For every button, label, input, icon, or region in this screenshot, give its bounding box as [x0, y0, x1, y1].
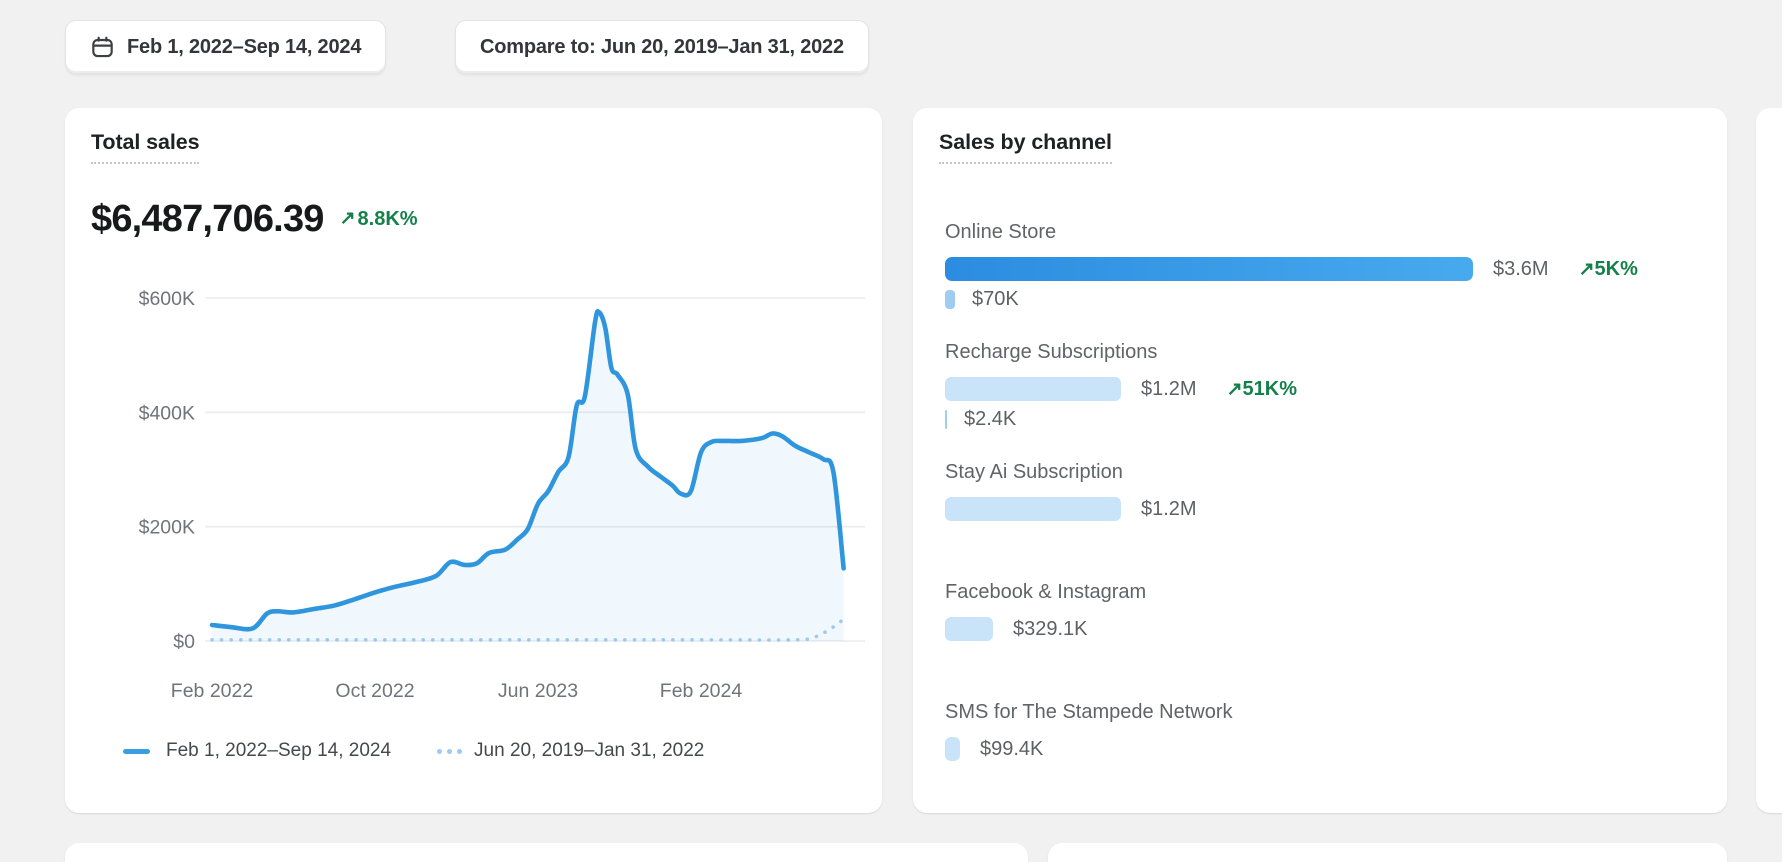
legend-current-label: Feb 1, 2022–Sep 14, 2024: [166, 740, 392, 761]
date-range-button[interactable]: Feb 1, 2022–Sep 14, 2024: [65, 20, 387, 74]
chart-legend: Feb 1, 2022–Sep 14, 2024 Jun 20, 2019–Ja…: [123, 740, 704, 762]
channel-bar[interactable]: [945, 377, 1121, 401]
channel-compare-value: $2.4K: [964, 408, 1017, 430]
dotted-line-marker-icon: [437, 748, 443, 754]
sales-by-channel-title[interactable]: Sales by channel: [939, 130, 1112, 164]
channel-value: $1.2M: [1141, 497, 1197, 520]
channel-compare-bar[interactable]: [945, 290, 955, 309]
channel-value: $3.6M: [1493, 257, 1549, 280]
calendar-icon: [92, 36, 113, 57]
channel-list: Online Store $3.6M ↗5K% $70K Recharge Subscr…: [913, 108, 1727, 813]
x-axis-label: Feb 2024: [660, 680, 743, 702]
y-axis-label: $0: [173, 631, 195, 653]
current-period-line: [209, 308, 846, 632]
channel-item: Online Store $3.6M ↗5K% $70K: [945, 219, 1697, 310]
legend-item-compare-period: Jun 20, 2019–Jan 31, 2022: [437, 740, 704, 762]
channel-value: $99.4K: [980, 737, 1044, 760]
channel-item: Stay Ai Subscription $1.2M: [945, 459, 1697, 521]
channel-change-badge: ↗51K%: [1226, 377, 1297, 400]
trend-up-icon: ↗: [1226, 378, 1243, 400]
channel-item: Facebook & Instagram $329.1K: [945, 579, 1697, 641]
channel-item: Recharge Subscriptions $1.2M ↗51K% $2.4K: [945, 339, 1697, 430]
date-range-label: Feb 1, 2022–Sep 14, 2024: [127, 35, 362, 58]
total-sales-change-value: 8.8K%: [357, 208, 418, 230]
channel-name: Online Store: [945, 221, 1057, 243]
y-axis-label: $600K: [139, 288, 195, 310]
channel-compare-bar[interactable]: [945, 410, 947, 429]
total-sales-title[interactable]: Total sales: [91, 130, 200, 164]
total-sales-change-badge: ↗ 8.8K%: [340, 208, 418, 231]
area-fill: [212, 311, 844, 641]
legend-compare-label: Jun 20, 2019–Jan 31, 2022: [474, 740, 705, 761]
channel-name: Stay Ai Subscription: [945, 461, 1123, 483]
channel-item: SMS for The Stampede Network $99.4K: [945, 699, 1697, 761]
compare-range-button[interactable]: Compare to: Jun 20, 2019–Jan 31, 2022: [455, 20, 869, 74]
total-sales-card: Total sales $6,487,706.39 ↗ 8.8K% $0 $200K…: [65, 108, 882, 813]
compare-period-line: [210, 617, 846, 642]
channel-bar[interactable]: [945, 737, 960, 761]
channel-bar[interactable]: [945, 257, 1473, 281]
channel-value: $329.1K: [1013, 617, 1088, 640]
legend-item-current-period: Feb 1, 2022–Sep 14, 2024: [123, 740, 391, 762]
trend-up-icon: ↗: [1578, 258, 1595, 280]
x-axis-label: Feb 2022: [171, 680, 253, 702]
solid-line-marker-icon: [123, 748, 150, 754]
channel-compare-value: $70K: [972, 288, 1019, 310]
channel-name: Facebook & Instagram: [945, 581, 1147, 603]
trend-up-icon: ↗: [339, 208, 356, 229]
x-axis-label: Jun 2023: [498, 680, 578, 702]
next-column-card-sliver: [1756, 108, 1782, 813]
channel-name: Recharge Subscriptions: [945, 341, 1158, 363]
total-sales-line-chart[interactable]: $0 $200K $400K $600K Feb 2022 Oct 2022 Jun 202…: [65, 238, 882, 718]
channel-bar[interactable]: [945, 497, 1121, 521]
channel-change-badge: ↗5K%: [1578, 257, 1638, 280]
compare-range-label: Compare to: Jun 20, 2019–Jan 31, 2022: [480, 35, 844, 58]
channel-name: SMS for The Stampede Network: [945, 701, 1233, 723]
y-axis-label: $400K: [139, 402, 195, 424]
x-axis-label: Oct 2022: [335, 680, 414, 702]
bottom-left-card-sliver: [65, 843, 1028, 862]
total-sales-value: $6,487,706.39: [91, 198, 324, 240]
channel-value: $1.2M: [1141, 377, 1197, 400]
bottom-right-card-sliver: [1048, 843, 1727, 862]
y-axis-label: $200K: [139, 517, 195, 539]
sales-by-channel-card: Sales by channel Online Store $3.6M ↗5K% $7…: [913, 108, 1727, 813]
channel-bar[interactable]: [945, 617, 993, 641]
